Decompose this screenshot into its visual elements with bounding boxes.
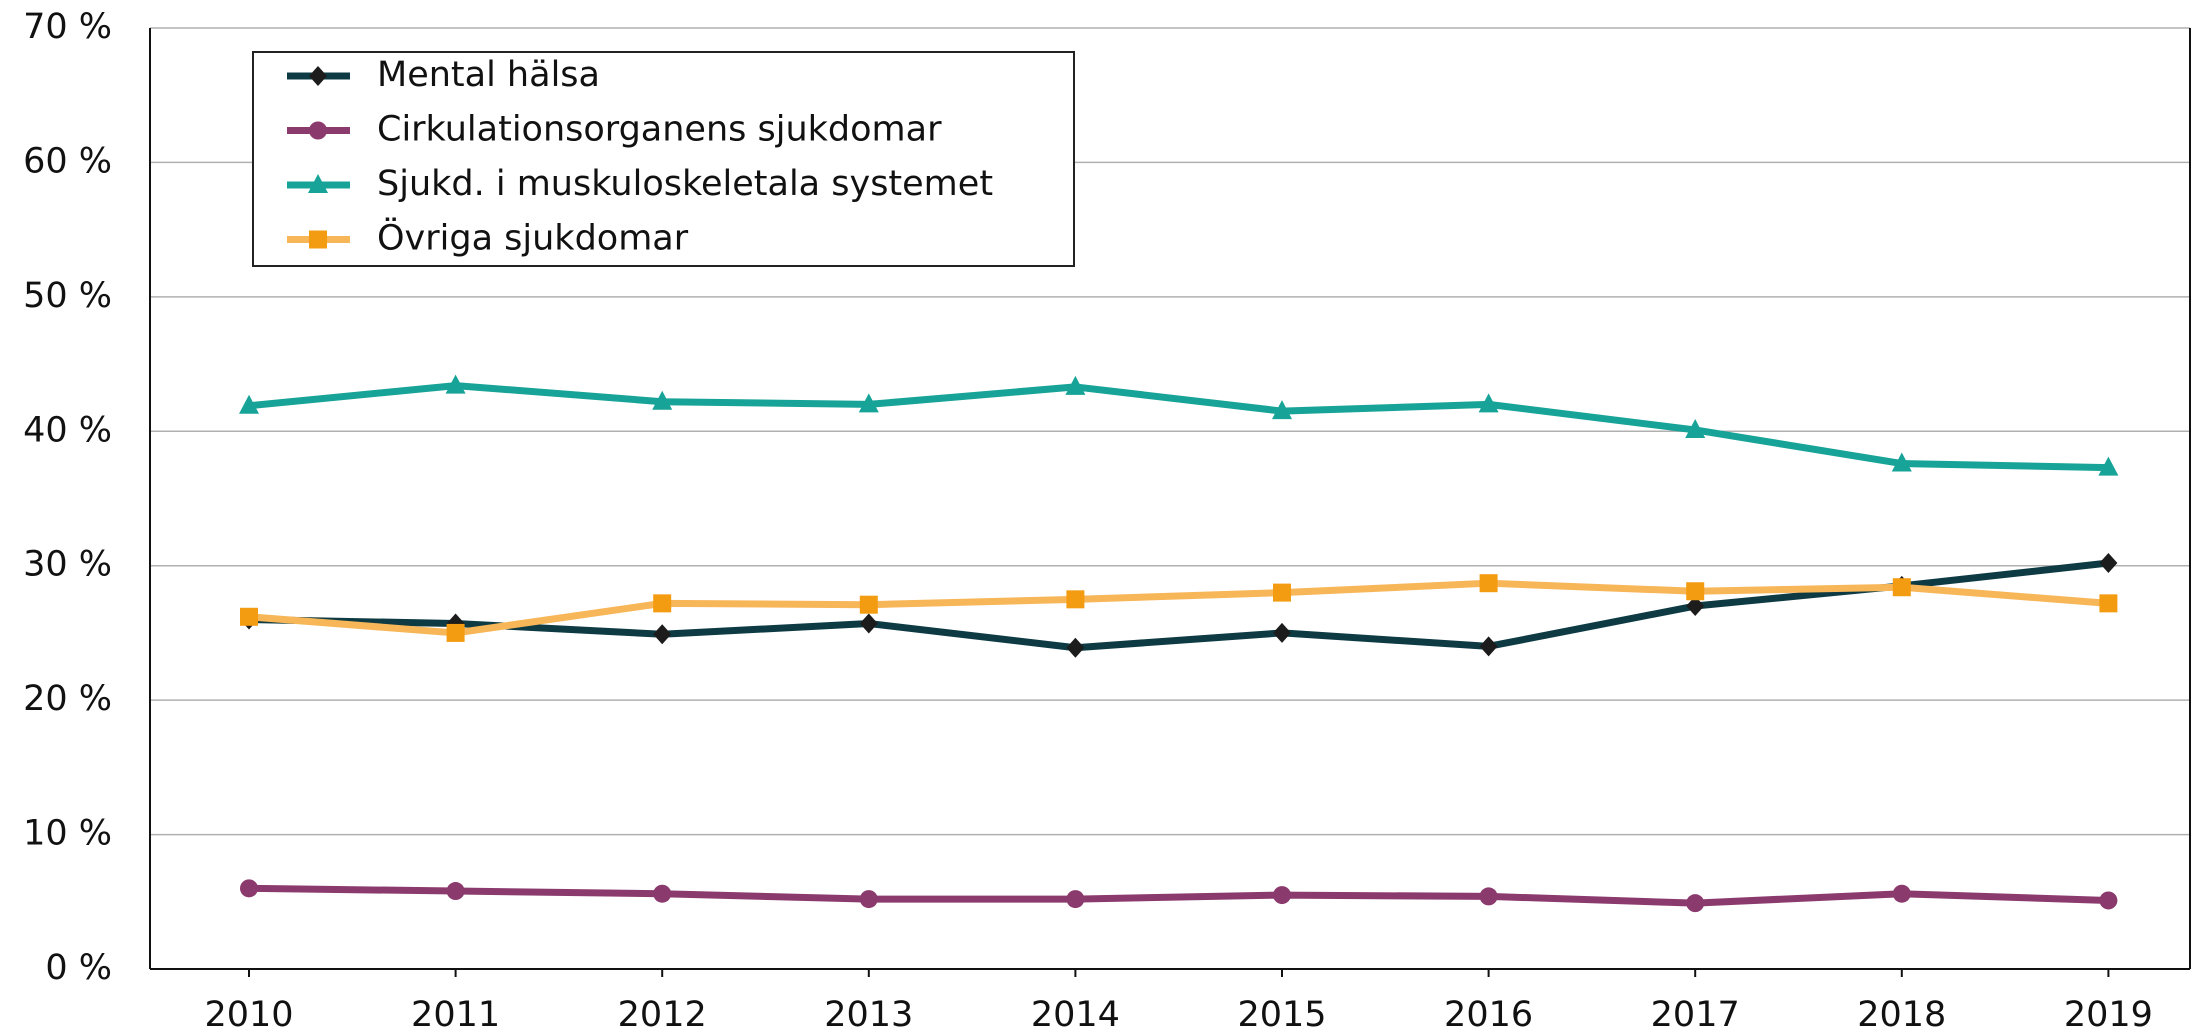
x-tick-label: 2017	[1651, 995, 1740, 1035]
point	[653, 624, 672, 645]
point	[240, 607, 258, 626]
point	[652, 390, 673, 410]
point	[2099, 553, 2118, 574]
x-tick-label: 2013	[824, 995, 913, 1035]
y-tick-label: 50 %	[23, 276, 112, 316]
point	[1685, 418, 1706, 438]
point	[1479, 887, 1498, 906]
point	[1273, 583, 1291, 602]
series-line	[248, 884, 2109, 907]
point	[2099, 594, 2118, 613]
y-tick-label: 60 %	[23, 141, 112, 181]
point	[653, 884, 672, 903]
point	[1272, 400, 1292, 420]
point	[239, 394, 259, 414]
point	[1686, 894, 1705, 913]
point	[1065, 375, 1086, 395]
point	[1066, 637, 1085, 658]
x-tick-label: 2019	[2064, 995, 2153, 1035]
x-tick-label: 2016	[1444, 995, 1533, 1035]
point	[446, 882, 465, 901]
point	[309, 121, 327, 140]
y-tick-label: 10 %	[23, 814, 112, 854]
point	[1478, 393, 1499, 413]
point	[1686, 582, 1705, 601]
x-tick-label: 2011	[411, 995, 500, 1035]
point	[1479, 574, 1498, 593]
x-tick-label: 2014	[1031, 995, 1120, 1035]
point	[859, 890, 878, 909]
legend-label: Mental hälsa	[377, 55, 600, 95]
legend-label: Sjukd. i muskuloskeletala systemet	[377, 164, 993, 204]
point	[1892, 578, 1911, 597]
series-line	[248, 559, 2109, 652]
series-line	[248, 382, 2109, 472]
point	[1479, 636, 1498, 657]
point	[308, 174, 328, 193]
point	[1273, 886, 1291, 905]
legend-label: Övriga sjukdomar	[377, 217, 689, 259]
point	[653, 594, 672, 613]
point	[859, 595, 878, 614]
legend-label: Cirkulationsorganens sjukdomar	[377, 110, 942, 150]
y-tick-label: 20 %	[23, 679, 112, 719]
x-tick-label: 2018	[1857, 995, 1946, 1035]
x-tick-label: 2015	[1237, 995, 1326, 1035]
point	[2099, 891, 2118, 910]
y-tick-label: 30 %	[23, 545, 112, 585]
point	[446, 623, 465, 642]
x-tick-label: 2010	[204, 995, 293, 1035]
point	[1892, 884, 1911, 903]
point	[859, 613, 878, 634]
point	[1891, 452, 1912, 472]
point	[1686, 596, 1705, 617]
legend-box	[252, 51, 1075, 267]
point	[1066, 590, 1085, 609]
point	[1066, 890, 1085, 909]
point	[309, 230, 327, 249]
y-tick-label: 70 %	[23, 7, 112, 47]
series-line	[248, 579, 2109, 637]
point	[445, 374, 466, 394]
point	[240, 879, 258, 898]
y-tick-label: 40 %	[23, 410, 112, 450]
point	[858, 393, 879, 413]
point	[1273, 622, 1291, 643]
y-tick-label: 0 %	[45, 948, 112, 988]
legend: Mental hälsa Cirkulationsorganens sjukdom…	[252, 51, 1075, 267]
point	[2098, 456, 2119, 476]
point	[309, 66, 327, 86]
x-tick-label: 2012	[618, 995, 707, 1035]
